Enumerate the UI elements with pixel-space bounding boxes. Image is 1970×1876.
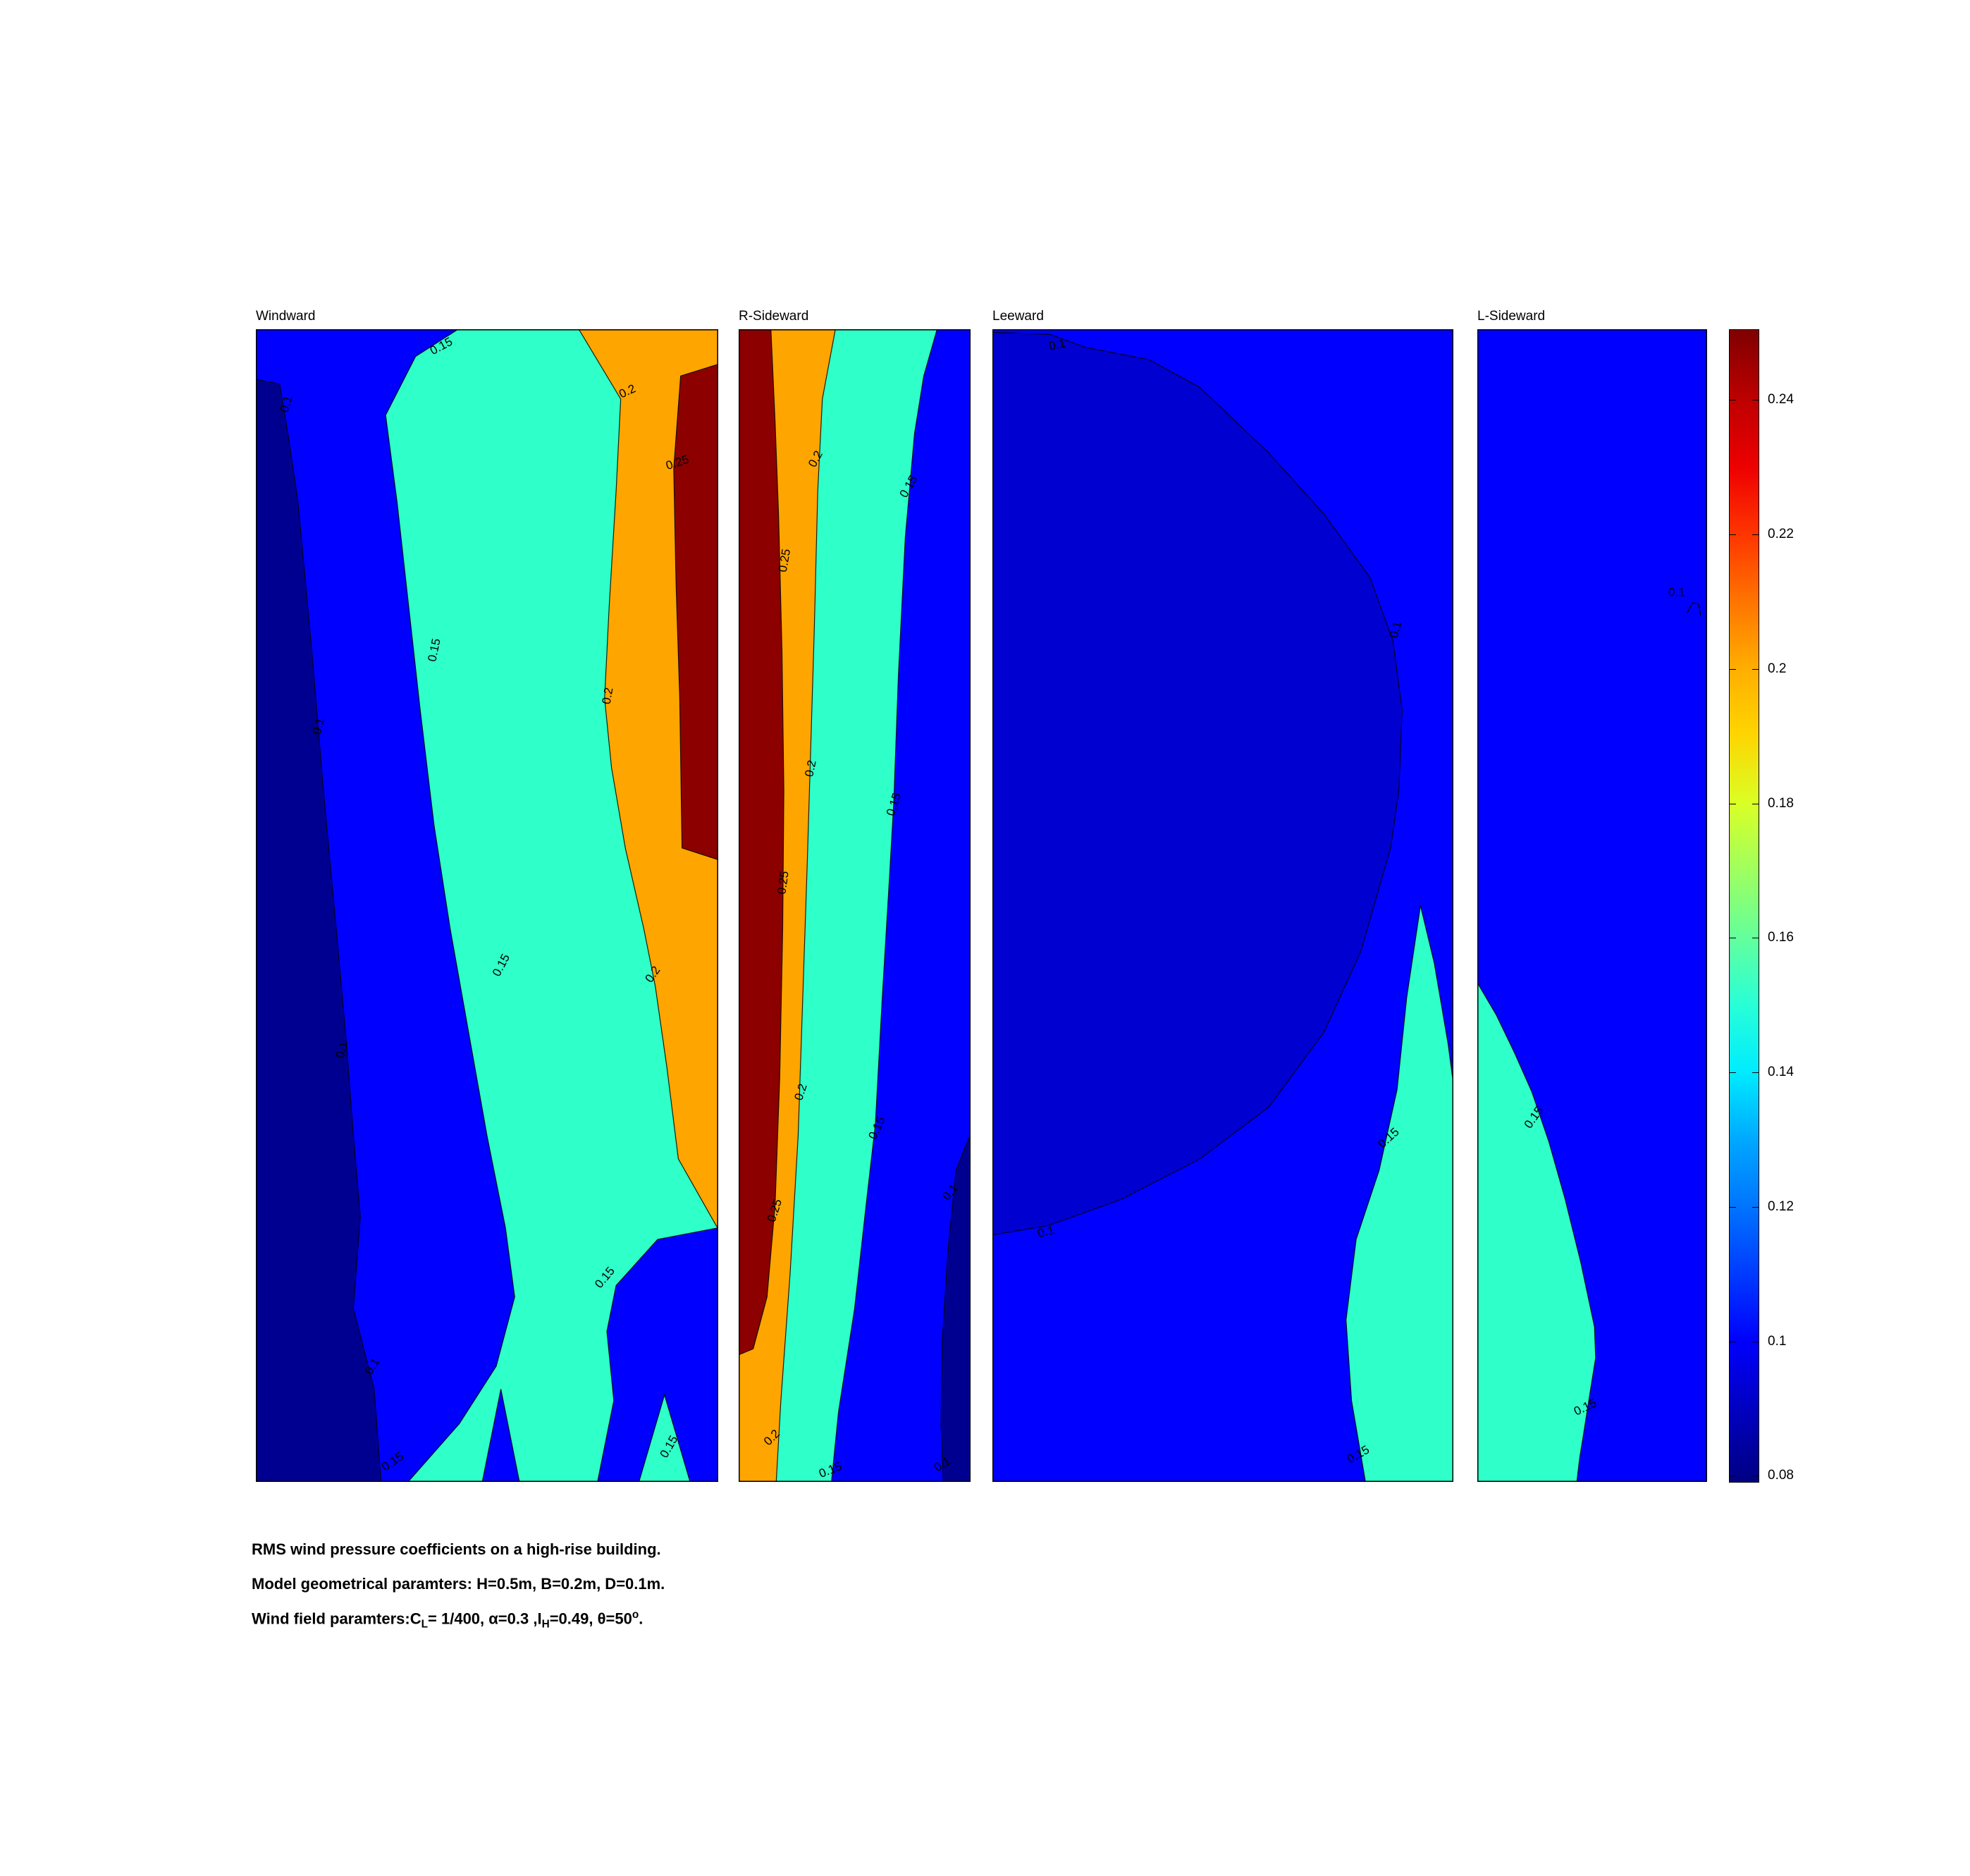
contour-label: 0.2 <box>801 759 819 778</box>
panel-title-r-sideward: R-Sideward <box>739 309 809 324</box>
contour-plot-leeward <box>993 330 1453 1481</box>
colorbar-tick-label: 0.1 <box>1768 1334 1787 1349</box>
caption-line-2: Model geometrical paramters: H=0.5m, B=0… <box>252 1575 665 1593</box>
caption-line-1: RMS wind pressure coefficients on a high… <box>252 1540 661 1558</box>
contour-region-0.10-0.15 <box>482 1389 519 1481</box>
contour-plot-r-sideward <box>739 330 970 1481</box>
panel-title-leeward: Leeward <box>992 309 1044 324</box>
colorbar-tick <box>1752 534 1759 535</box>
contour-region-lt-0.10 <box>941 1136 970 1481</box>
caption-subscript: H <box>541 1618 550 1631</box>
contour-region-lt-0.10 <box>993 332 1402 1234</box>
contour-line-open <box>1687 603 1700 615</box>
contour-label: 0.1 <box>1668 585 1685 599</box>
caption-text: =0.49, <box>549 1610 598 1628</box>
colorbar-tick <box>1729 669 1736 670</box>
colorbar-tick-label: 0.2 <box>1768 661 1787 676</box>
caption-text: Wind field paramters:C <box>252 1610 421 1628</box>
contour-panel-leeward: 0.1 0.1 0.1 0.15 0.15 <box>992 329 1453 1482</box>
caption-superscript: o <box>632 1609 639 1621</box>
contour-region-gt-0.25 <box>739 330 784 1354</box>
contour-region-0.15-0.20 <box>1346 906 1453 1481</box>
caption-text: = 1/400, <box>428 1610 489 1628</box>
panel-title-l-sideward: L-Sideward <box>1477 309 1546 324</box>
caption-text: θ=50 <box>597 1610 632 1628</box>
colorbar-tick <box>1729 1207 1736 1208</box>
caption-text: . <box>639 1610 644 1628</box>
contour-region-0.10-0.15 <box>598 1228 718 1481</box>
contour-label: 0.2 <box>599 686 616 706</box>
colorbar-tick-label: 0.22 <box>1768 527 1794 541</box>
contour-plot-l-sideward <box>1478 330 1706 1481</box>
colorbar-tick-label: 0.14 <box>1768 1065 1794 1079</box>
colorbar-tick <box>1752 1207 1759 1208</box>
colorbar-tick-label: 0.24 <box>1768 392 1794 407</box>
contour-region-gt-0.25 <box>674 364 718 859</box>
caption-text: α=0.3 ,I <box>488 1610 542 1628</box>
contour-panel-r-sideward: 0.25 0.2 0.15 0.25 0.2 0.15 0.25 0.2 0.15 0.1 0.2 0… <box>739 329 971 1482</box>
contour-region-lt-0.10 <box>257 379 381 1481</box>
colorbar-tick-label: 0.08 <box>1768 1468 1794 1483</box>
colorbar-tick <box>1729 1072 1736 1073</box>
caption-line-3: Wind field paramters:CL= 1/400, α=0.3 ,I… <box>252 1609 643 1631</box>
contour-panel-windward: 0.1 0.15 0.2 0.25 0.15 0.2 0.1 0.15 0.2 0.1 0.15 0.… <box>256 329 718 1482</box>
colorbar-tick <box>1752 1072 1759 1073</box>
colorbar-tick-label: 0.18 <box>1768 796 1794 811</box>
colorbar-tick-label: 0.16 <box>1768 930 1794 945</box>
colorbar <box>1729 329 1759 1483</box>
contour-region-0.15-0.20 <box>639 1395 690 1481</box>
colorbar-tick <box>1729 534 1736 535</box>
contour-label: 0.1 <box>1386 619 1404 639</box>
caption-subscript: L <box>421 1618 429 1631</box>
contour-panel-l-sideward: 0.1 0.15 0.15 <box>1477 329 1707 1482</box>
colorbar-tick <box>1752 669 1759 670</box>
panel-title-windward: Windward <box>256 309 316 324</box>
contour-plot-windward <box>257 330 718 1481</box>
contour-region-0.15-0.20 <box>1478 984 1596 1481</box>
colorbar-tick-label: 0.12 <box>1768 1199 1794 1214</box>
contour-label: 0.25 <box>775 870 792 895</box>
